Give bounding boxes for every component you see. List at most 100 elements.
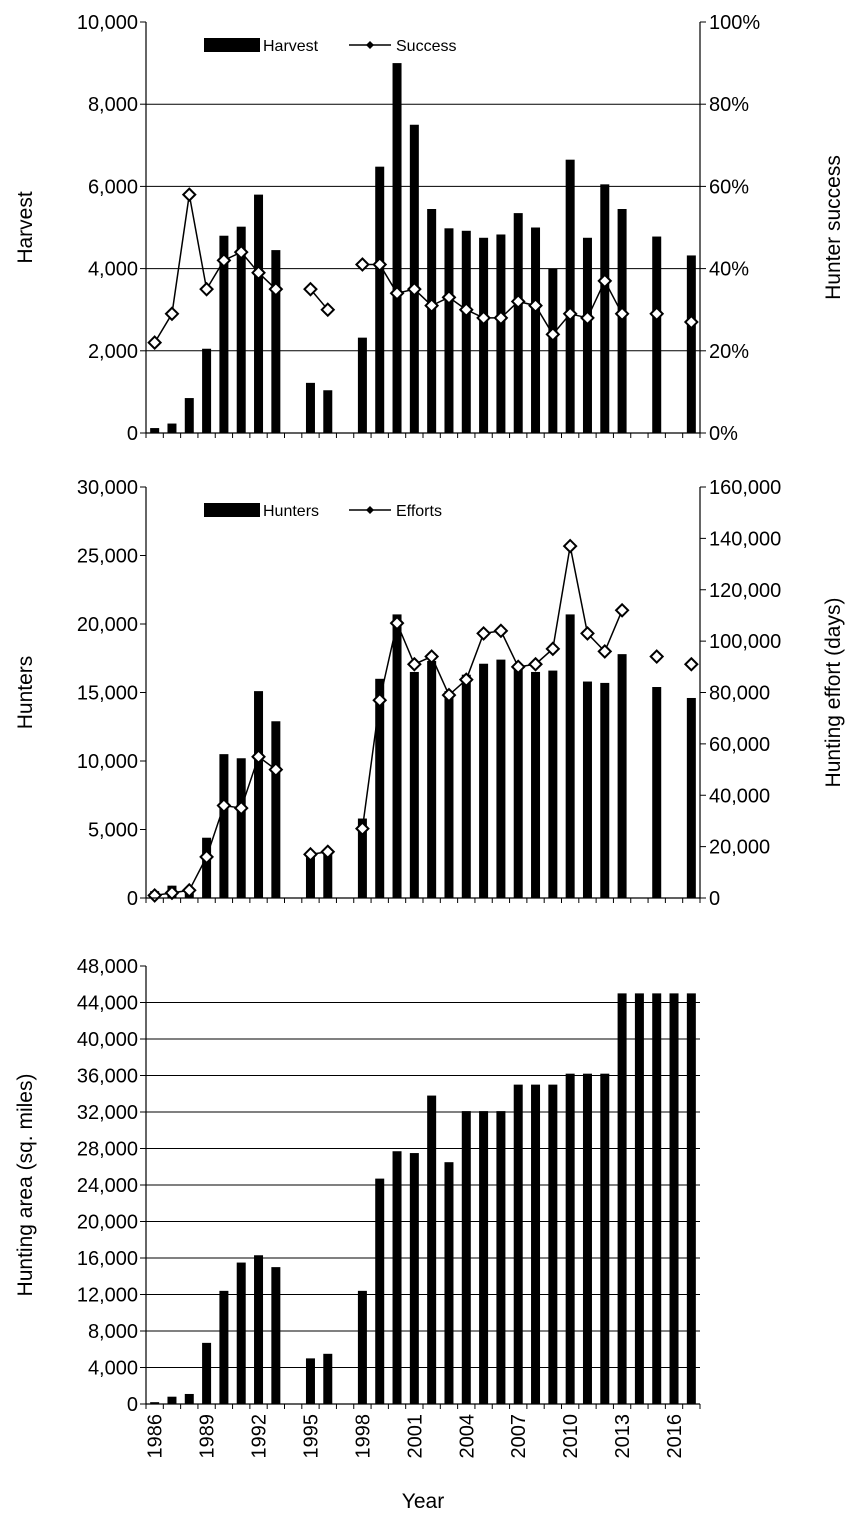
bar xyxy=(202,837,212,898)
bar xyxy=(565,614,575,898)
bar xyxy=(323,390,333,433)
y-tick-label: 44,000 xyxy=(77,993,138,1015)
bar xyxy=(548,268,558,433)
data-point xyxy=(320,302,336,318)
hunting-area-chart: 0 4,000 8,000 12,000 16,000 20,000 24,000 28,00… xyxy=(14,956,701,1513)
data-point xyxy=(389,285,405,301)
data-point xyxy=(251,265,266,281)
data-point xyxy=(354,821,370,837)
data-point xyxy=(683,314,699,330)
y-tick-label: 25,000 xyxy=(77,546,138,568)
bar xyxy=(600,184,610,433)
data-point xyxy=(528,656,543,672)
bar xyxy=(167,423,177,433)
y-tick-label: 16,000 xyxy=(77,1248,138,1270)
y-tick-label: 24,000 xyxy=(77,1175,138,1197)
legend-marker xyxy=(366,41,374,49)
data-point xyxy=(545,326,561,342)
y2-tick-label: 140,000 xyxy=(709,528,781,550)
bar xyxy=(686,255,696,433)
data-point xyxy=(580,626,595,641)
bar xyxy=(409,1153,419,1404)
legend-bar-swatch xyxy=(204,38,260,52)
y-tick-label: 12,000 xyxy=(77,1285,138,1307)
bar xyxy=(531,671,541,898)
bar xyxy=(513,1084,523,1404)
bar xyxy=(375,166,385,433)
bar xyxy=(686,697,696,898)
bar xyxy=(582,681,592,898)
data-point xyxy=(372,257,388,272)
bar xyxy=(427,209,437,433)
x-tick-label: 2001 xyxy=(404,1414,426,1459)
bar xyxy=(531,227,541,433)
y-tick-label: 28,000 xyxy=(77,1139,138,1161)
bar xyxy=(669,993,679,1404)
bar xyxy=(444,1162,454,1404)
bar xyxy=(409,671,419,898)
y-tick-label: 10,000 xyxy=(77,751,138,773)
bar xyxy=(305,382,315,433)
x-tick-label: 2013 xyxy=(612,1414,634,1459)
bar xyxy=(461,230,471,433)
y-tick-label: 20,000 xyxy=(77,1212,138,1234)
x-tick-label: 2016 xyxy=(664,1414,686,1459)
y-tick-label: 8,000 xyxy=(88,1321,138,1343)
bar xyxy=(150,428,160,433)
bar xyxy=(357,818,367,898)
bar xyxy=(513,213,523,433)
bar xyxy=(686,993,696,1404)
bar xyxy=(461,674,471,898)
legend-marker xyxy=(366,506,374,514)
y-tick-label: 4,000 xyxy=(88,259,138,281)
bar xyxy=(513,665,523,898)
data-point xyxy=(510,659,526,675)
data-point xyxy=(562,538,578,554)
y-tick-label: 10,000 xyxy=(77,12,138,34)
data-point xyxy=(199,849,215,865)
bar xyxy=(548,1084,558,1404)
y-tick-label: 48,000 xyxy=(77,956,138,978)
data-point xyxy=(216,252,232,268)
bar xyxy=(323,1353,333,1404)
bar xyxy=(548,670,558,898)
bar xyxy=(427,1095,437,1404)
bar xyxy=(652,993,662,1404)
bar xyxy=(496,234,506,433)
bar xyxy=(150,1402,160,1404)
x-axis-title: Year xyxy=(402,1490,444,1513)
y-tick-label: 4,000 xyxy=(88,1358,138,1380)
y2-tick-label: 40% xyxy=(709,259,749,281)
data-point xyxy=(493,623,509,639)
y2-tick-label: 120,000 xyxy=(709,580,781,602)
bar xyxy=(305,852,315,898)
legend-label: Hunters xyxy=(263,503,319,520)
data-point xyxy=(458,672,474,688)
data-point xyxy=(199,281,215,297)
x-tick-label: 1992 xyxy=(249,1414,271,1459)
data-point xyxy=(406,281,422,297)
bar xyxy=(531,1084,541,1404)
data-point xyxy=(233,244,249,260)
bar xyxy=(323,851,333,898)
data-point xyxy=(510,294,526,309)
y-tick-label: 5,000 xyxy=(88,820,138,842)
bar xyxy=(600,682,610,898)
data-point xyxy=(181,187,197,203)
bar xyxy=(202,348,212,433)
data-point xyxy=(528,298,543,314)
bar xyxy=(565,1073,575,1404)
data-point xyxy=(493,310,509,326)
bar xyxy=(461,1111,471,1404)
y2-axis-title: Hunting effort (days) xyxy=(822,598,845,788)
y-axis-title: Hunting area (sq. miles) xyxy=(14,1074,37,1297)
bar xyxy=(236,226,246,433)
data-point xyxy=(303,846,318,862)
y2-tick-label: 20,000 xyxy=(709,837,770,859)
bar xyxy=(652,236,662,433)
bar xyxy=(219,1290,229,1404)
bar xyxy=(375,678,385,898)
y2-tick-label: 0% xyxy=(709,423,738,445)
data-point xyxy=(181,882,197,898)
